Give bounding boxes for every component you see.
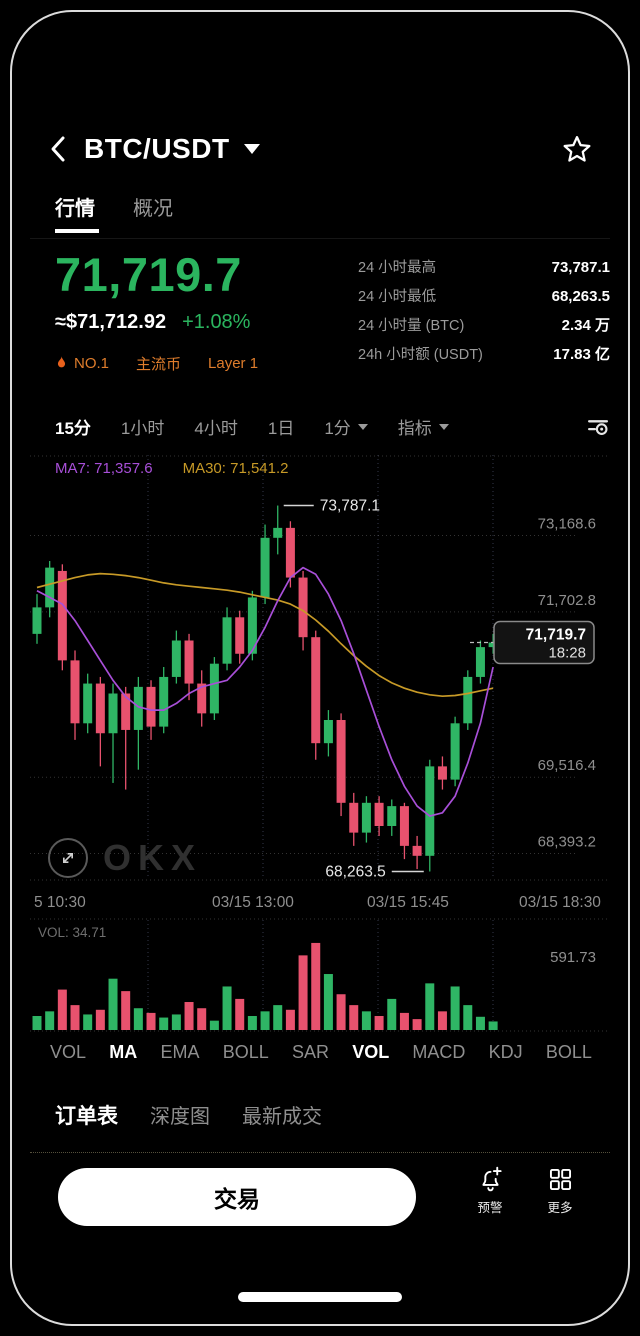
volume-pane: VOL: 34.71 591.73 [30,920,610,1036]
tf-15m[interactable]: 15分 [55,414,91,439]
ind-ma[interactable]: MA [109,1042,137,1063]
okx-logo: OKX [103,837,202,879]
trade-button[interactable]: 交易 [58,1168,416,1226]
ind-boll-sub[interactable]: BOLL [546,1042,592,1063]
price-area: 71,719.7 ≈$71,712.92 +1.08% NO.1 主流币 Lay… [55,250,258,374]
badges: NO.1 主流币 Layer 1 [55,353,258,374]
pair-title[interactable]: BTC/USDT [84,133,230,165]
svg-text:03/15 13:00: 03/15 13:00 [212,894,294,911]
stat-volume-btc: 24 小时量 (BTC) 2.34 万 [358,314,610,335]
svg-text:71,719.7: 71,719.7 [526,627,586,644]
svg-text:73,168.6: 73,168.6 [538,516,596,533]
badge-no1[interactable]: NO.1 [55,355,109,372]
usd-price: ≈$71,712.92 [55,311,166,334]
svg-text:5 10:30: 5 10:30 [34,894,86,911]
indicators-dropdown[interactable]: 指标 [398,414,449,439]
tab-trades[interactable]: 最新成交 [242,1100,322,1129]
stat-turnover-usdt: 24h 小时额 (USDT) 17.83 亿 [358,343,610,364]
ind-kdj[interactable]: KDJ [489,1042,523,1063]
star-icon [562,134,592,164]
ind-macd[interactable]: MACD [412,1042,465,1063]
ind-ema[interactable]: EMA [160,1042,199,1063]
tab-orderbook[interactable]: 订单表 [55,1100,118,1130]
volume-chart[interactable]: VOL: 34.71 591.73 [30,920,610,1036]
flame-icon [55,355,68,372]
svg-text:VOL: 34.71: VOL: 34.71 [38,925,106,940]
svg-text:73,787.1: 73,787.1 [320,498,380,515]
ind-vol-sub[interactable]: VOL [352,1042,389,1063]
chart-watermark: OKX [48,837,202,879]
chart-settings-button[interactable] [585,414,610,439]
app-header: BTC/USDT [48,126,592,172]
svg-text:68,393.2: 68,393.2 [538,834,596,851]
back-button[interactable] [48,134,68,164]
stat-high: 24 小时最高 73,787.1 [358,256,610,277]
svg-text:591.73: 591.73 [550,949,596,966]
more-button[interactable]: 更多 [530,1166,590,1216]
fullscreen-button[interactable] [48,838,88,878]
favorite-button[interactable] [562,134,592,164]
bell-plus-icon [477,1166,504,1193]
ma30-label: MA30: 71,541.2 [183,460,289,477]
svg-text:18:28: 18:28 [548,645,586,662]
tab-quotes[interactable]: 行情 [55,192,95,221]
divider [30,1152,610,1153]
svg-text:71,702.8: 71,702.8 [538,592,596,609]
ma-legend: MA7: 71,357.6 MA30: 71,541.2 [55,460,289,477]
chevron-down-icon [358,424,368,430]
timeframe-bar: 15分 1小时 4小时 1日 1分 指标 [55,414,610,439]
svg-text:03/15 18:30: 03/15 18:30 [519,894,601,911]
svg-text:68,263.5: 68,263.5 [325,863,385,880]
ind-vol-main[interactable]: VOL [50,1042,86,1063]
ma7-label: MA7: 71,357.6 [55,460,153,477]
tf-4h[interactable]: 4小时 [194,414,237,439]
tf-more-dropdown[interactable]: 1分 [324,414,367,439]
stat-low: 24 小时最低 68,263.5 [358,285,610,306]
tf-1h[interactable]: 1小时 [121,414,164,439]
pair-dropdown-icon[interactable] [244,144,260,154]
alert-button[interactable]: 预警 [460,1166,520,1216]
badge-layer1[interactable]: Layer 1 [208,355,258,372]
expand-icon [58,848,78,868]
stats-24h: 24 小时最高 73,787.1 24 小时最低 68,263.5 24 小时量… [358,256,610,372]
market-tabs: 行情 概况 [55,192,173,221]
home-indicator[interactable] [238,1292,402,1302]
chart-area: MA7: 71,357.6 MA30: 71,541.2 73,168.6 71,… [30,455,610,921]
chevron-down-icon [439,424,449,430]
price-change: +1.08% [182,311,250,334]
tf-1d[interactable]: 1日 [268,414,294,439]
orderbook-tabs: 订单表 深度图 最新成交 [55,1100,322,1130]
svg-text:69,516.4: 69,516.4 [538,757,596,774]
svg-text:03/15 15:45: 03/15 15:45 [367,894,449,911]
chart-settings-icon [585,414,610,439]
tab-overview[interactable]: 概况 [133,192,173,221]
last-price: 71,719.7 [55,250,258,299]
back-chevron-icon [48,134,68,164]
badge-mainstream[interactable]: 主流币 [136,353,181,374]
divider [30,238,610,239]
ind-boll[interactable]: BOLL [223,1042,269,1063]
indicator-tabs: VOL MA EMA BOLL SAR VOL MACD KDJ BOLL [50,1042,592,1063]
grid-icon [547,1166,574,1193]
tab-depth[interactable]: 深度图 [150,1100,210,1129]
ind-sar[interactable]: SAR [292,1042,329,1063]
